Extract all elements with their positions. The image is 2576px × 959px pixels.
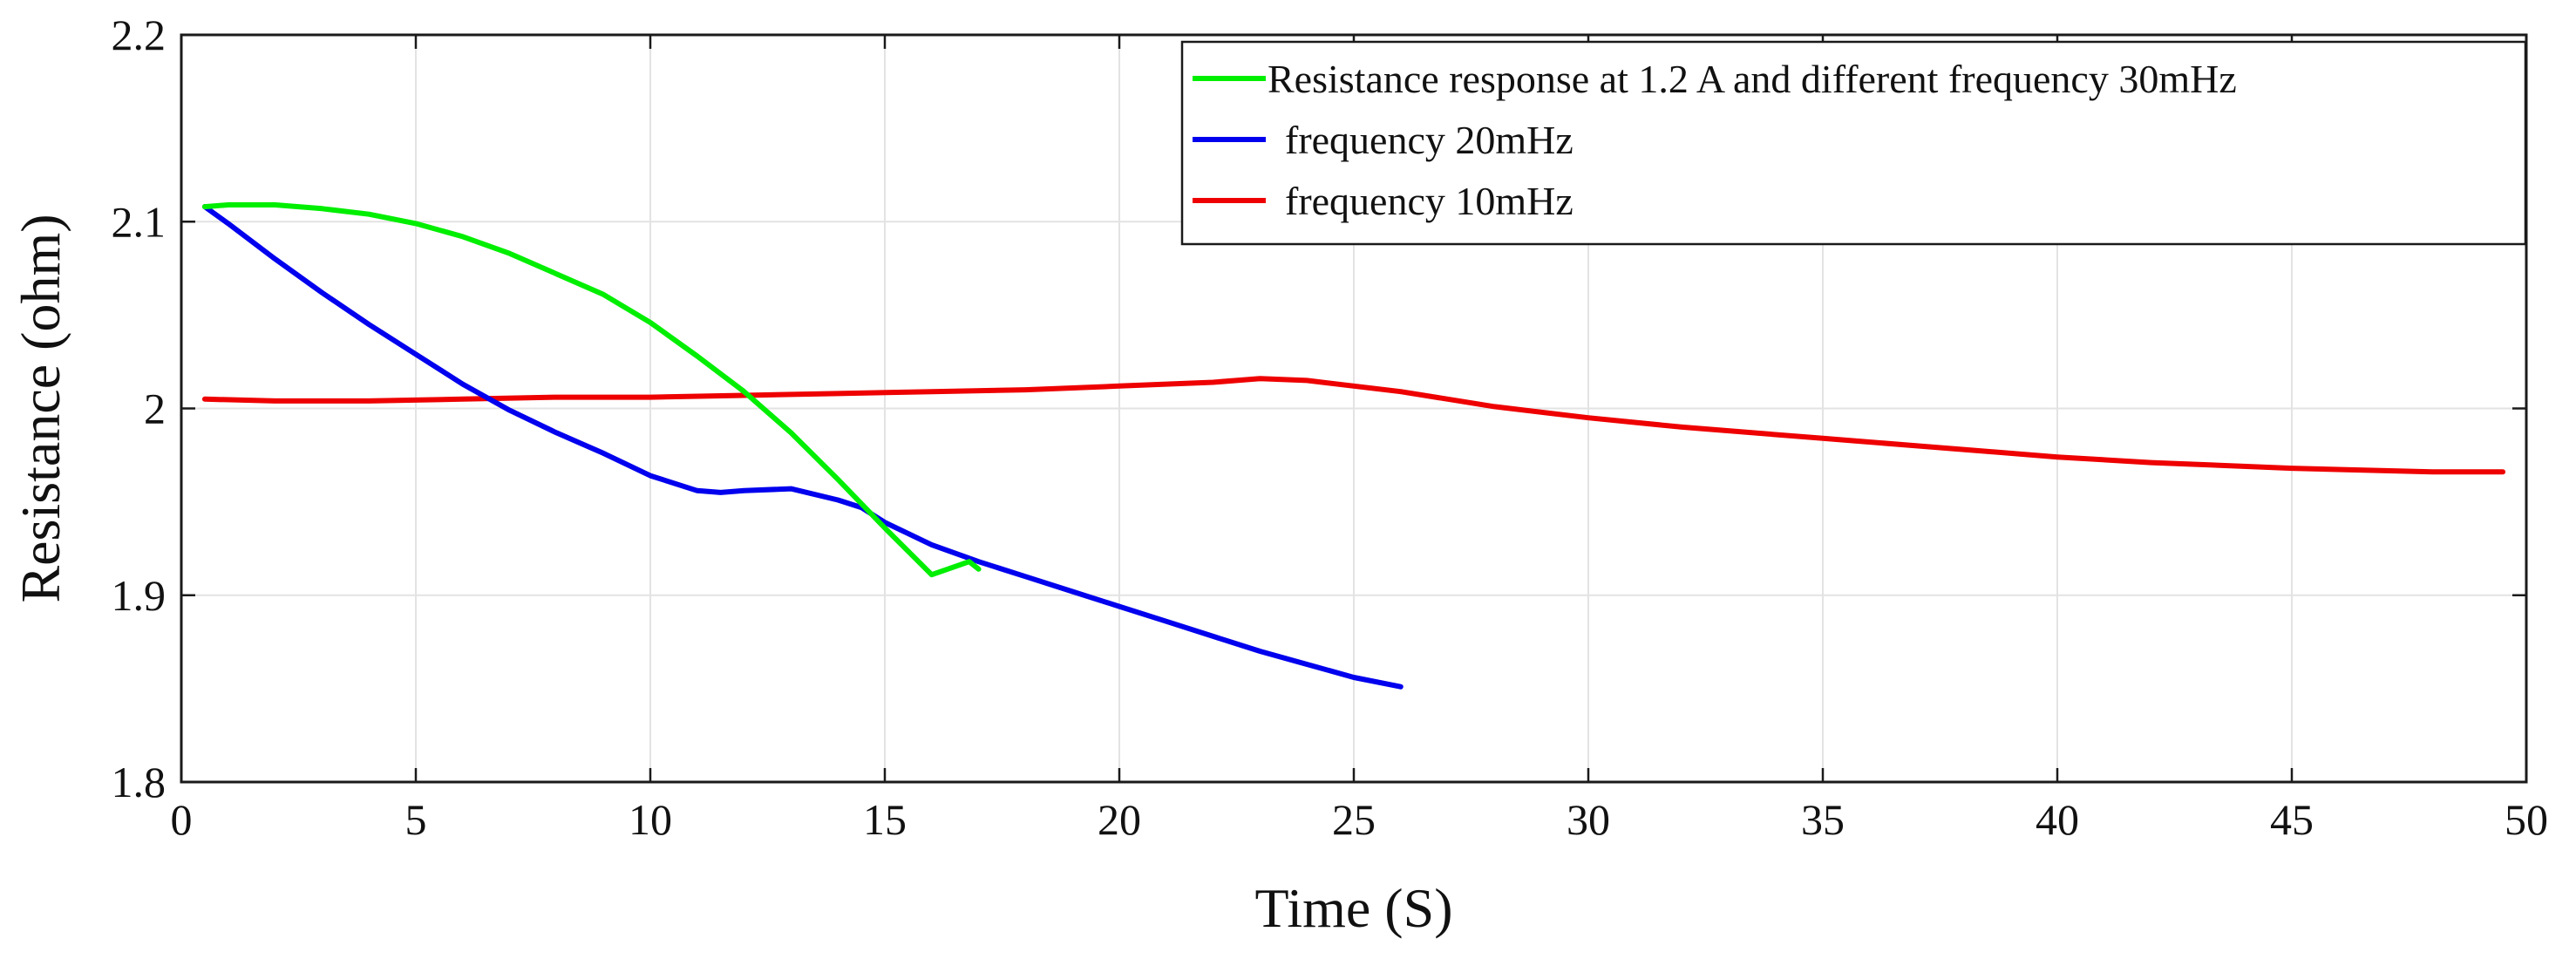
legend: Resistance response at 1.2 A and differe… xyxy=(1180,40,2527,246)
x-tick-label: 35 xyxy=(1801,795,1845,844)
x-tick-label: 40 xyxy=(2036,795,2079,844)
x-tick-label: 45 xyxy=(2270,795,2314,844)
y-tick-label: 2.2 xyxy=(112,10,167,59)
y-tick-label: 1.8 xyxy=(112,758,167,806)
x-tick-label: 15 xyxy=(863,795,907,844)
series-line-30mhz xyxy=(201,202,982,578)
legend-entry-label: frequency 10mHz xyxy=(1285,179,1573,223)
legend-entry-label: frequency 20mHz xyxy=(1285,118,1573,162)
x-tick-label: 25 xyxy=(1332,795,1376,844)
axis-ticks: 0 5 10 15 20 25 30 35 40 45 50 1.8 1.9 2 2.1 2.2 xyxy=(112,10,2549,844)
legend-entry-label: Resistance response at 1.2 A and differe… xyxy=(1268,57,2237,101)
series-group xyxy=(201,202,2506,690)
y-tick-label: 1.9 xyxy=(112,571,167,620)
y-tick-label: 2.1 xyxy=(112,197,167,246)
x-tick-label: 10 xyxy=(629,795,672,844)
x-tick-label: 5 xyxy=(405,795,427,844)
x-axis-title: Time (S) xyxy=(1254,877,1452,939)
legend-box xyxy=(1180,40,2527,246)
x-tick-label: 30 xyxy=(1567,795,1610,844)
series-line-10mhz xyxy=(201,376,2506,475)
x-tick-label: 20 xyxy=(1098,795,1141,844)
x-tick-label: 50 xyxy=(2505,795,2548,844)
y-tick-label: 2 xyxy=(144,384,166,433)
y-axis-title: Resistance (ohm) xyxy=(10,214,71,602)
series-line-20mhz xyxy=(201,204,1404,690)
x-tick-label: 0 xyxy=(171,795,193,844)
